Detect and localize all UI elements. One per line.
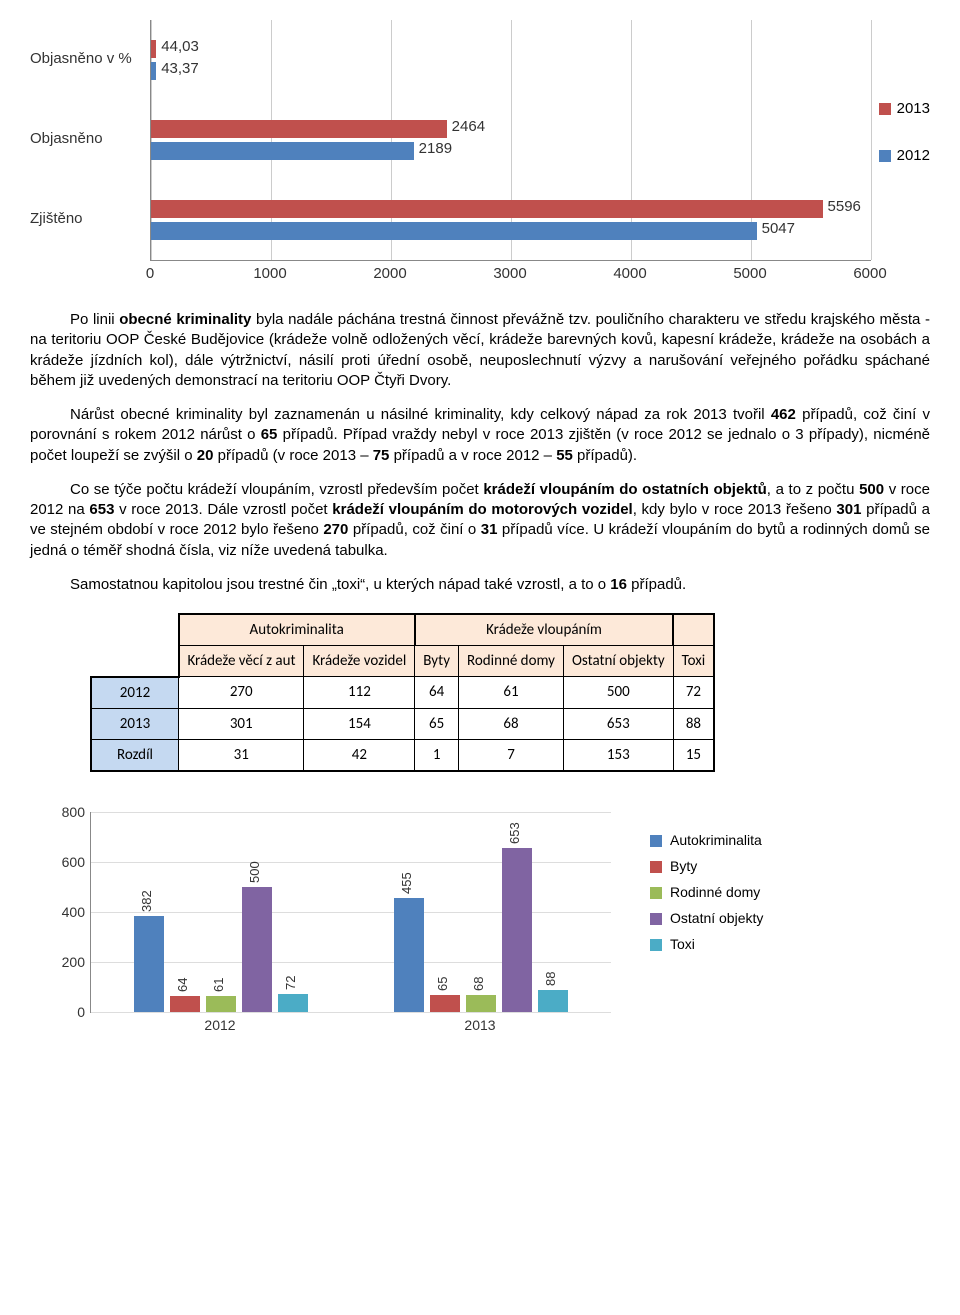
chart2-bar-label: 88 — [543, 971, 558, 985]
table-sub-header: Krádeže věcí z aut — [179, 646, 304, 677]
table-row-label: Rozdíl — [91, 739, 179, 771]
chart2-ytick: 0 — [50, 1004, 85, 1020]
chart2-bar — [134, 916, 164, 1012]
chart2-legend-item: Toxi — [650, 936, 763, 952]
chart2-legend-item: Byty — [650, 858, 763, 874]
chart2-bar — [206, 996, 236, 1011]
chart1-bar-2013 — [151, 200, 823, 218]
chart2-bar-label: 72 — [283, 975, 298, 989]
chart1-bar-2013 — [151, 40, 156, 58]
paragraph-4: Samostatnou kapitolou jsou trestné čin „… — [30, 575, 930, 595]
paragraph-3: Co se týče počtu krádeží vloupáním, vzro… — [30, 480, 930, 561]
chart2-bar-label: 68 — [471, 976, 486, 990]
chart1-xtick: 0 — [146, 265, 154, 282]
chart1-category-label: Objasněno v % — [30, 50, 140, 67]
chart2-legend-item: Rodinné domy — [650, 884, 763, 900]
chart2-bar — [502, 848, 532, 1011]
chart1-legend-item: 2012 — [879, 147, 930, 164]
table-sub-header: Byty — [415, 646, 459, 677]
chart2-legend-item: Ostatní objekty — [650, 910, 763, 926]
chart1-category-label: Objasněno — [30, 130, 140, 147]
table-cell: 65 — [415, 708, 459, 739]
table-cell: 153 — [563, 739, 673, 771]
chart2-bar — [466, 995, 496, 1012]
chart2-ytick: 800 — [50, 804, 85, 820]
chart2-bar — [394, 898, 424, 1012]
chart1-bar-label: 5047 — [762, 220, 795, 237]
chart2-ytick: 200 — [50, 954, 85, 970]
chart1-bar-label: 2189 — [419, 140, 452, 157]
chart2-bar — [538, 990, 568, 1012]
table-cell: 154 — [304, 708, 415, 739]
chart1-legend: 2013 2012 — [879, 100, 930, 194]
chart-objasneno-zjisteno: 0 1000 2000 3000 4000 5000 6000 Objasněno v % 44… — [30, 20, 930, 300]
chart1-bar-2012 — [151, 142, 414, 160]
chart2-bar-label: 64 — [175, 977, 190, 991]
chart2-xcat: 2013 — [464, 1017, 495, 1033]
table-cell: 61 — [459, 677, 564, 709]
chart2-plot: 382 64 61 500 72 455 65 68 653 88 — [90, 812, 611, 1013]
chart1-bar-label: 2464 — [452, 118, 485, 135]
table-cell: 72 — [673, 677, 714, 709]
table-group-header: Autokriminalita — [179, 614, 415, 646]
table-cell: 653 — [563, 708, 673, 739]
table-cell: 68 — [459, 708, 564, 739]
table-cell: 270 — [179, 677, 304, 709]
table-cell: 301 — [179, 708, 304, 739]
chart2-bar-label: 65 — [435, 977, 450, 991]
table-cell: 42 — [304, 739, 415, 771]
table-sub-header: Rodinné domy — [459, 646, 564, 677]
chart2-bar — [170, 996, 200, 1012]
table-cell: 15 — [673, 739, 714, 771]
crime-table: AutokriminalitaKrádeže vloupánímKrádeže … — [90, 613, 870, 772]
table-cell: 1 — [415, 739, 459, 771]
table-cell: 500 — [563, 677, 673, 709]
chart2-legend-item: Autokriminalita — [650, 832, 763, 848]
chart1-bar-2012 — [151, 222, 757, 240]
chart2-bar-label: 382 — [139, 890, 154, 912]
table-sub-header: Krádeže vozidel — [304, 646, 415, 677]
chart2-legend: Autokriminalita Byty Rodinné domy Ostatní o… — [650, 832, 763, 962]
chart1-bar-2013 — [151, 120, 447, 138]
chart2-ytick: 600 — [50, 854, 85, 870]
chart1-xtick: 5000 — [733, 265, 766, 282]
chart1-xtick: 3000 — [493, 265, 526, 282]
chart2-ytick: 400 — [50, 904, 85, 920]
chart2-xcat: 2012 — [204, 1017, 235, 1033]
table-group-header: Krádeže vloupáním — [415, 614, 673, 646]
chart1-bar-label: 43,37 — [161, 60, 199, 77]
chart2-bar-label: 61 — [211, 978, 226, 992]
paragraph-2: Nárůst obecné kriminality byl zaznamenán… — [30, 405, 930, 466]
table-cell: 7 — [459, 739, 564, 771]
table-sub-header: Ostatní objekty — [563, 646, 673, 677]
table-cell: 112 — [304, 677, 415, 709]
table-row-label: 2012 — [91, 677, 179, 709]
table-cell: 88 — [673, 708, 714, 739]
chart1-xtick: 2000 — [373, 265, 406, 282]
chart1-bar-label: 44,03 — [161, 38, 199, 55]
chart1-xtick: 6000 — [853, 265, 886, 282]
chart2-bar — [278, 994, 308, 1012]
chart2-bar-label: 455 — [399, 872, 414, 894]
chart2-bar — [430, 995, 460, 1011]
table-row-label: 2013 — [91, 708, 179, 739]
chart1-bar-2012 — [151, 62, 156, 80]
chart1-category-label: Zjištěno — [30, 210, 140, 227]
chart2-bar-label: 653 — [507, 823, 522, 845]
table-cell: 64 — [415, 677, 459, 709]
chart1-legend-item: 2013 — [879, 100, 930, 117]
chart2-bar — [242, 887, 272, 1012]
chart1-bar-label: 5596 — [828, 198, 861, 215]
paragraph-1: Po linii obecné kriminality byla nadále … — [30, 310, 930, 391]
chart1-xtick: 1000 — [253, 265, 286, 282]
chart2-bar-label: 500 — [247, 861, 262, 883]
table-sub-header: Toxi — [673, 646, 714, 677]
chart1-xtick: 4000 — [613, 265, 646, 282]
table-cell: 31 — [179, 739, 304, 771]
chart-categories: 382 64 61 500 72 455 65 68 653 88 0 200 400 600 800 A… — [30, 802, 930, 1032]
